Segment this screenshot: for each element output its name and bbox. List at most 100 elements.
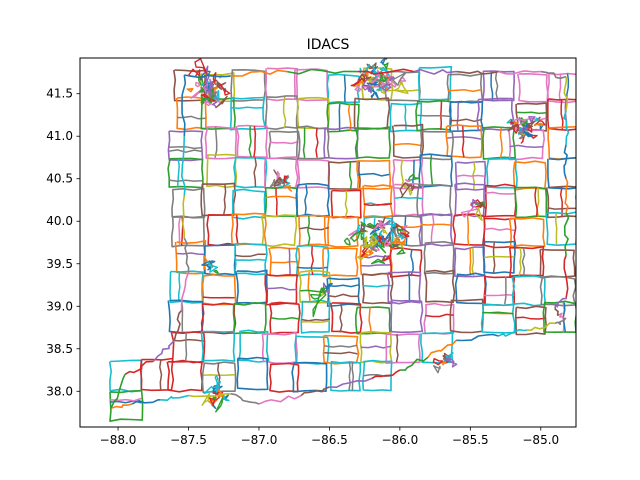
district-boundary-215 — [390, 299, 424, 334]
district-boundary-253 — [351, 361, 355, 391]
district-boundary-549 — [131, 399, 161, 405]
district-boundary-172 — [492, 241, 496, 274]
district-boundary-190 — [327, 293, 359, 298]
district-boundary-429 — [520, 134, 526, 144]
district-boundary-217 — [425, 313, 454, 318]
district-boundary-448 — [383, 76, 389, 82]
district-boundary-54 — [235, 124, 268, 158]
district-boundary-141 — [430, 214, 435, 245]
district-boundary-503 — [213, 269, 219, 274]
district-boundary-222 — [515, 305, 547, 336]
district-boundary-301 — [383, 231, 391, 242]
district-boundary-240 — [395, 333, 399, 363]
district-boundary-106 — [304, 184, 308, 216]
district-boundary-154 — [234, 258, 266, 262]
district-boundary-92 — [454, 160, 487, 191]
district-boundary-525 — [498, 70, 541, 75]
district-boundary-320 — [369, 234, 379, 248]
district-boundary-274 — [367, 222, 381, 231]
district-boundary-366 — [213, 89, 220, 101]
district-boundary-542 — [371, 369, 401, 380]
district-boundary-370 — [204, 101, 212, 107]
district-boundary-322 — [380, 222, 386, 230]
district-boundary-345 — [215, 95, 228, 109]
district-boundary-558 — [181, 136, 186, 196]
district-boundary-554 — [173, 309, 183, 341]
district-boundary-524 — [456, 70, 499, 75]
chart-title: IDACS — [307, 37, 350, 53]
district-boundary-152 — [233, 242, 268, 276]
district-boundary-373 — [201, 82, 205, 86]
district-boundary-211 — [330, 302, 363, 334]
district-boundary-31 — [338, 103, 341, 131]
district-boundary-478 — [441, 361, 447, 366]
district-boundary-77 — [169, 179, 203, 182]
district-boundary-325 — [381, 235, 385, 243]
district-boundary-209 — [301, 318, 330, 322]
district-boundary-314 — [363, 253, 369, 258]
district-boundary-230 — [200, 330, 236, 362]
district-boundary-294 — [395, 222, 410, 239]
district-boundary-489 — [406, 184, 419, 192]
x-tick-label: −87.5 — [170, 433, 207, 447]
district-boundary-278 — [371, 258, 386, 265]
district-boundary-94 — [456, 174, 485, 178]
district-boundary-351 — [186, 87, 194, 93]
district-boundary-488 — [400, 184, 413, 196]
district-boundary-327 — [359, 223, 367, 233]
district-boundary-532 — [563, 255, 569, 298]
district-boundary-505 — [322, 282, 330, 295]
district-boundary-199 — [503, 276, 507, 305]
district-boundary-393 — [366, 79, 373, 94]
district-boundary-88 — [400, 159, 404, 189]
district-boundary-161 — [322, 247, 359, 278]
district-boundary-45 — [516, 111, 547, 115]
district-boundary-186 — [307, 272, 311, 303]
district-boundary-326 — [362, 241, 377, 249]
district-boundary-69 — [461, 126, 465, 158]
district-boundary-58 — [269, 140, 299, 145]
district-boundary-470 — [273, 176, 282, 187]
district-boundary-252 — [330, 360, 362, 392]
district-boundary-464 — [212, 396, 217, 400]
district-boundary-55 — [253, 125, 257, 158]
district-boundary-362 — [216, 82, 223, 90]
district-boundary-519 — [184, 74, 231, 79]
district-boundary-316 — [356, 224, 362, 234]
district-boundary-117 — [485, 191, 515, 195]
district-boundary-374 — [209, 91, 218, 98]
district-boundary-26 — [230, 106, 265, 110]
district-boundary-179 — [177, 271, 181, 303]
district-boundary-216 — [423, 302, 455, 335]
district-boundary-57 — [268, 130, 301, 161]
district-boundary-298 — [392, 243, 400, 249]
district-boundary-73 — [509, 144, 544, 149]
district-boundary-483 — [448, 351, 454, 358]
district-boundary-48 — [560, 98, 564, 129]
district-boundary-487 — [404, 179, 411, 183]
district-boundary-105 — [295, 183, 330, 218]
district-boundary-496 — [460, 205, 478, 218]
district-boundary-229 — [184, 332, 188, 362]
district-boundary-324 — [350, 231, 361, 243]
district-boundary-492 — [475, 203, 483, 221]
district-boundary-342 — [211, 101, 218, 108]
district-boundary-67 — [445, 124, 483, 159]
district-boundary-189 — [327, 284, 360, 288]
district-boundary-221 — [482, 311, 514, 315]
district-boundary-124 — [171, 215, 205, 248]
district-boundary-299 — [397, 232, 405, 240]
district-boundary-210 — [301, 320, 330, 324]
district-boundary-529 — [563, 144, 568, 179]
district-boundary-555 — [180, 272, 190, 311]
district-boundary-97 — [547, 156, 576, 190]
district-boundary-70 — [482, 126, 516, 160]
district-boundary-392 — [376, 84, 389, 92]
district-boundary-251 — [291, 361, 328, 393]
district-boundary-405 — [506, 118, 517, 124]
district-boundary-187 — [300, 288, 330, 293]
district-boundary-5 — [326, 73, 361, 104]
district-boundary-38 — [417, 114, 451, 118]
district-boundary-551 — [110, 373, 126, 409]
district-boundary-219 — [480, 303, 516, 334]
